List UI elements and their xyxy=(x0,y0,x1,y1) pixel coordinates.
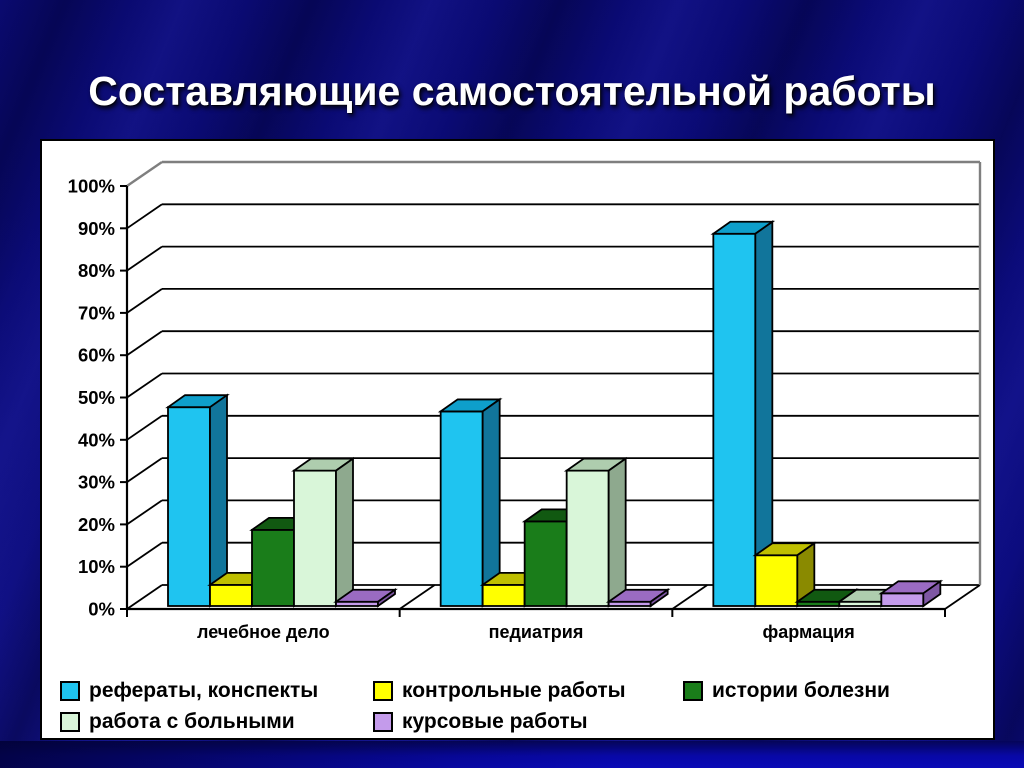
legend-item: курсовые работы xyxy=(373,711,588,733)
legend-item: работа с больными xyxy=(60,711,295,733)
bar-chart: 0% 10% 20% 30% 40% 50% 60% 70% 80% 90% 100% лечебно… xyxy=(68,160,982,642)
bottom-decoration-band xyxy=(0,741,1024,768)
bar xyxy=(563,456,629,608)
legend-swatch xyxy=(683,681,703,701)
bar-group-1 xyxy=(165,393,398,608)
category-label: лечебное дело xyxy=(197,622,330,642)
bar xyxy=(333,588,398,608)
legend-label: истории болезни xyxy=(712,679,890,702)
bar xyxy=(165,393,230,608)
y-tick-label: 60% xyxy=(78,345,115,366)
y-tick-label: 50% xyxy=(78,387,115,408)
y-tick-label: 40% xyxy=(78,429,115,450)
bar xyxy=(710,220,776,608)
category-axis-labels: лечебное дело педиатрия фармация xyxy=(197,622,855,642)
legend-swatch xyxy=(60,712,80,732)
y-tick-label: 30% xyxy=(78,472,115,493)
y-tick-label: 70% xyxy=(78,302,115,323)
chart-panel: 0% 10% 20% 30% 40% 50% 60% 70% 80% 90% 100% лечебно… xyxy=(40,139,995,740)
y-tick-label: 10% xyxy=(78,556,115,577)
bar xyxy=(291,456,356,608)
legend-label: работа с больными xyxy=(89,710,295,733)
bar xyxy=(752,541,818,608)
y-tick-label: 0% xyxy=(88,599,115,620)
y-tick-label: 80% xyxy=(78,260,115,281)
bars xyxy=(165,220,944,608)
category-label: педиатрия xyxy=(489,622,584,642)
legend-item: рефераты, конспекты xyxy=(60,680,318,702)
legend-item: истории болезни xyxy=(683,680,890,702)
legend-label: контрольные работы xyxy=(402,679,626,702)
y-tick-label: 90% xyxy=(78,218,115,239)
bar-group-2 xyxy=(437,397,671,608)
slide-title: Составляющие самостоятельной работы xyxy=(88,68,936,114)
bar xyxy=(437,397,503,608)
wall-frame xyxy=(126,160,982,585)
category-label: фармация xyxy=(763,622,855,642)
bar-group-3 xyxy=(710,220,944,608)
legend-swatch xyxy=(60,681,80,701)
legend-item: контрольные работы xyxy=(373,680,626,702)
legend-swatch xyxy=(373,712,393,732)
legend-label: рефераты, конспекты xyxy=(89,679,319,702)
bar xyxy=(878,579,944,608)
legend-swatch xyxy=(373,681,393,701)
legend-label: курсовые работы xyxy=(402,710,588,733)
y-tick-label: 100% xyxy=(68,176,115,197)
value-axis-labels: 0% 10% 20% 30% 40% 50% 60% 70% 80% 90% 100% xyxy=(68,176,127,620)
bar xyxy=(605,588,671,608)
y-tick-label: 20% xyxy=(78,514,115,535)
